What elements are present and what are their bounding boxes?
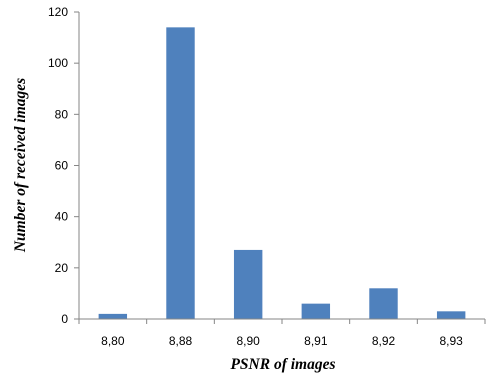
y-tick-label: 20 xyxy=(55,261,69,275)
x-tick-label: 8,80 xyxy=(101,334,125,348)
bar-8-93 xyxy=(436,311,466,319)
bar-8-91 xyxy=(301,303,331,319)
y-tick-label: 0 xyxy=(61,312,68,326)
bars-group xyxy=(98,27,466,319)
x-tick-label: 8,93 xyxy=(439,334,463,348)
x-tick-label: 8,91 xyxy=(304,334,328,348)
y-tick-label: 80 xyxy=(55,107,69,121)
bar-8-88 xyxy=(166,27,195,319)
x-tick-label: 8,90 xyxy=(236,334,260,348)
bar-8-92 xyxy=(369,288,398,319)
bar-8-90 xyxy=(233,249,263,319)
y-tick-label: 100 xyxy=(48,56,68,70)
axes-group xyxy=(78,12,485,320)
y-axis-title: Number of received images xyxy=(12,78,29,253)
y-tick-label: 40 xyxy=(55,210,69,224)
x-ticks-group: 8,80 8,88 8,90 8,91 8,92 8,93 xyxy=(78,319,486,348)
bar-8-80 xyxy=(98,313,128,319)
x-tick-label: 8,92 xyxy=(372,334,396,348)
y-tick-label: 120 xyxy=(48,5,68,19)
x-tick-label: 8,88 xyxy=(169,334,193,348)
y-tick-label: 60 xyxy=(55,159,69,173)
x-axis-title: PSNR of images xyxy=(230,356,335,373)
y-ticks-group: 0 20 40 60 80 100 120 xyxy=(48,5,79,326)
